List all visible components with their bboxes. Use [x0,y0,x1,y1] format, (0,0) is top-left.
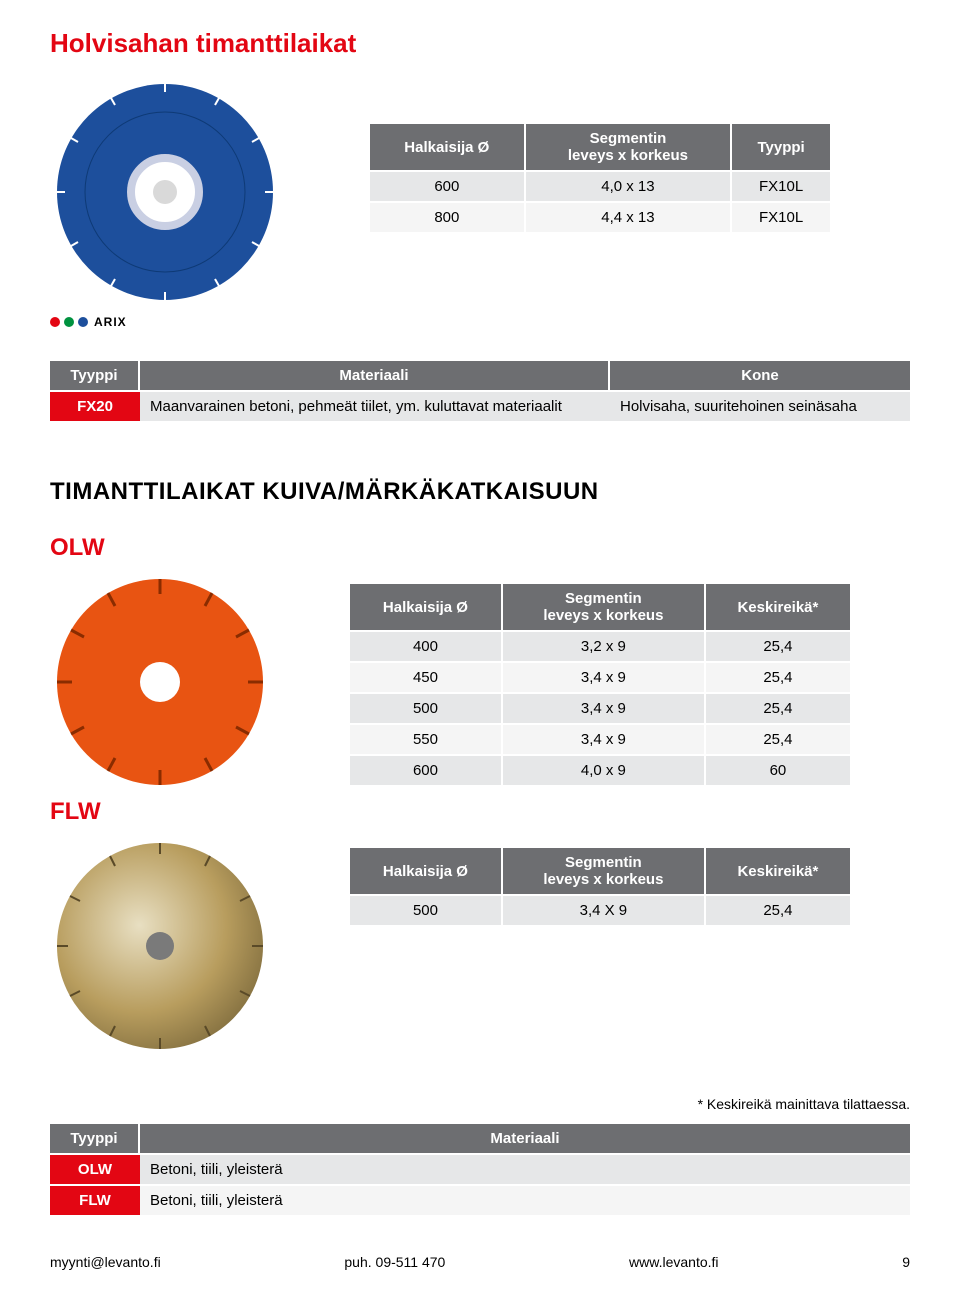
footer-page: 9 [902,1254,910,1270]
th-segment: Segmentin leveys x korkeus [503,848,706,894]
footer-email: myynti@levanto.fi [50,1254,161,1270]
material-table-1: Tyyppi Materiaali Kone FX20 Maanvarainen… [50,359,910,423]
table-row: 4003,2 x 925,4 [350,632,850,661]
disc-gold-image [50,836,310,1056]
material-table-2: Tyyppi Materiaali OLW Betoni, tiili, yle… [50,1122,910,1217]
page-title: Holvisahan timanttilaikat [50,28,910,59]
table1-container: Halkaisija Ø Segmentin leveys x korkeus … [310,77,910,234]
section2-title: TIMANTTILAIKAT KUIVA/MÄRKÄKATKAISUUN [50,478,910,506]
th-center: Keskireikä* [706,584,850,630]
disc-blue-image: ARIX [50,77,310,329]
th-segment: Segmentin leveys x korkeus [526,124,733,170]
olw-table-container: Halkaisija Ø Segmentin leveys x korkeus … [310,572,910,787]
flw-label: FLW [50,798,910,826]
type-tag-flw: FLW [50,1186,140,1215]
table-olw: Halkaisija Ø Segmentin leveys x korkeus … [350,582,850,787]
table-flw: Halkaisija Ø Segmentin leveys x korkeus … [350,846,850,927]
th-center: Keskireikä* [706,848,850,894]
th-diameter: Halkaisija Ø [350,584,503,630]
th-material: Materiaali [140,361,610,390]
th-material: Materiaali [140,1124,910,1153]
type-tag-fx20: FX20 [50,392,140,421]
footer-phone: puh. 09-511 470 [344,1254,445,1270]
table-fx10l: Halkaisija Ø Segmentin leveys x korkeus … [370,122,830,234]
page-footer: myynti@levanto.fi puh. 09-511 470 www.le… [50,1254,910,1270]
th-type: Tyyppi [50,361,140,390]
arix-label: ARIX [94,315,127,329]
section-1: ARIX Halkaisija Ø Segmentin leveys x kor… [50,77,910,329]
table-row: 800 4,4 x 13 FX10L [370,203,830,232]
table-row: 5003,4 X 925,4 [350,896,850,925]
disc-orange-image [50,572,310,792]
footer-url: www.levanto.fi [629,1254,718,1270]
th-type: Tyyppi [732,124,830,170]
table-row: FX20 Maanvarainen betoni, pehmeät tiilet… [50,392,910,421]
table-row: 5003,4 x 925,4 [350,694,850,723]
flw-table-container: Halkaisija Ø Segmentin leveys x korkeus … [310,836,910,927]
olw-label: OLW [50,534,910,562]
flw-section: Halkaisija Ø Segmentin leveys x korkeus … [50,836,910,1056]
th-segment: Segmentin leveys x korkeus [503,584,706,630]
table-row: 4503,4 x 925,4 [350,663,850,692]
table-row: 5503,4 x 925,4 [350,725,850,754]
th-diameter: Halkaisija Ø [370,124,526,170]
table-row: FLW Betoni, tiili, yleisterä [50,1186,910,1215]
note-keskireika: * Keskireikä mainittava tilattaessa. [50,1096,910,1112]
table-row: 6004,0 x 960 [350,756,850,785]
type-tag-olw: OLW [50,1155,140,1184]
table-row: OLW Betoni, tiili, yleisterä [50,1155,910,1184]
th-diameter: Halkaisija Ø [350,848,503,894]
table-row: 600 4,0 x 13 FX10L [370,172,830,201]
th-type: Tyyppi [50,1124,140,1153]
th-kone: Kone [610,361,910,390]
olw-section: Halkaisija Ø Segmentin leveys x korkeus … [50,572,910,792]
arix-badge: ARIX [50,315,310,329]
